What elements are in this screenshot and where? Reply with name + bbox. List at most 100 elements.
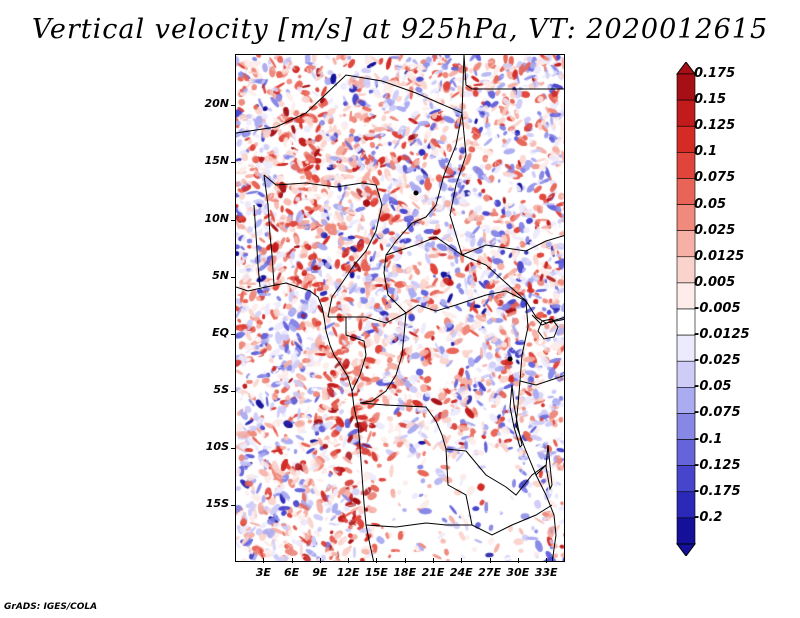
border-uganda-kenya (531, 314, 564, 326)
lat-tick-label: 15S (205, 496, 229, 510)
lon-tick-mark (461, 558, 463, 563)
coastline (236, 282, 375, 561)
border-niger-nigeria (263, 174, 377, 188)
border-chad-sudan (449, 112, 467, 256)
colorbar-label: 0.005 (694, 274, 736, 290)
lat-tick-mark (231, 333, 236, 335)
colorbar-label: 0.075 (694, 170, 736, 186)
lat-tick-label: 15N (204, 154, 229, 168)
border-togo (253, 204, 261, 288)
colorbar-swatch (676, 99, 696, 127)
colorbar-swatch (676, 387, 696, 414)
colorbar-label: -0.0125 (694, 327, 750, 343)
border-tanzania (519, 375, 564, 386)
colorbar-swatch (676, 125, 696, 153)
lon-tick-label: 6E (283, 566, 300, 579)
colorbar-bottom-arrow (676, 543, 696, 556)
colorbar-swatch (676, 230, 696, 258)
colorbar-label: 0.175 (694, 66, 736, 81)
colorbar-label: 0.025 (694, 222, 736, 238)
border-mozambique (551, 534, 557, 561)
colorbar-swatch (676, 360, 696, 388)
colorbar-label: -0.05 (694, 379, 732, 395)
border-cameroon-chad (383, 216, 427, 314)
country-borders (236, 55, 564, 561)
lon-tick-mark (376, 558, 378, 563)
border-drc-angola (359, 402, 467, 452)
border-car-south (417, 290, 527, 312)
border-angola-zambia (445, 448, 473, 526)
colorbar-label: 0.125 (694, 118, 736, 134)
lon-tick-label: 3E (255, 566, 271, 579)
colorbar-swatch (676, 73, 696, 101)
colorbar-swatch (676, 465, 696, 493)
lake-malawi (545, 444, 553, 491)
colorbar-swatch (676, 204, 696, 231)
border-angola-namibia (365, 522, 472, 528)
colorbar-label: 0.15 (694, 92, 727, 108)
colorbar-swatch (676, 308, 696, 336)
lon-tick-mark (319, 558, 321, 563)
lon-tick-mark (489, 558, 491, 563)
lat-tick-mark (231, 504, 236, 506)
lon-tick-label: 15E (365, 566, 388, 579)
lat-tick-label: 20N (204, 97, 229, 111)
border-ss-drc (525, 300, 564, 324)
colorbar-label: -0.125 (694, 457, 741, 473)
lat-tick-mark (231, 276, 236, 278)
lake-kivu (507, 356, 513, 362)
lon-tick-mark (517, 558, 519, 563)
lon-tick-label: 24E (449, 566, 473, 579)
colorbar-label: 0.05 (694, 196, 727, 212)
lon-tick-mark (263, 558, 265, 563)
border-nigeria-cameroon (327, 184, 383, 318)
lat-tick-label: EQ (212, 325, 229, 339)
lat-tick-mark (231, 162, 236, 164)
colorbar-swatch (676, 517, 696, 545)
colorbar-swatch (676, 282, 696, 310)
lon-tick-label: 30E (506, 566, 530, 579)
colorbar-label: -0.2 (694, 509, 723, 525)
colorbar-swatch (676, 413, 696, 440)
lon-tick-mark (546, 558, 548, 563)
border-cameroon-gabon (328, 312, 407, 324)
lat-tick-label: 10S (205, 439, 229, 453)
lon-tick-label: 18E (393, 566, 417, 579)
colorbar-label: -0.075 (694, 405, 741, 421)
colorbar (676, 62, 696, 556)
colorbar-label: 0.1 (694, 144, 718, 160)
border-drc-zambia (465, 450, 547, 496)
colorbar-swatch (676, 256, 696, 284)
colorbar-swatch (676, 491, 696, 519)
border-gabon-congo (345, 317, 367, 392)
lon-tick-mark (291, 558, 293, 563)
colorbar-label: -0.005 (694, 301, 741, 316)
colorbar-label: -0.025 (694, 353, 741, 369)
lat-tick-label: 10N (204, 211, 229, 225)
lon-tick-mark (404, 558, 406, 563)
colorbar-swatch (676, 439, 696, 466)
vertical-velocity-field (236, 55, 564, 561)
border-niger-chad (425, 112, 463, 218)
lat-tick-mark (231, 447, 236, 449)
lon-tick-label: 9E (312, 566, 328, 579)
lon-tick-label: 21E (421, 566, 445, 579)
lat-tick-mark (231, 219, 236, 221)
lon-tick-label: 12E (336, 566, 360, 579)
map-panel (235, 54, 565, 562)
lat-tick-mark (231, 105, 236, 107)
lake-victoria (537, 318, 559, 340)
lake-tanganyika (509, 384, 523, 448)
grads-credit: GrADS: IGES/COLA (4, 602, 98, 612)
colorbar-label: 0.0125 (694, 248, 745, 264)
lon-tick-mark (433, 558, 434, 563)
border-libya-niger (381, 55, 465, 114)
border-zambia-zim (471, 504, 553, 536)
lat-tick-label: 5S (213, 382, 229, 396)
lon-tick-label: 33E (534, 566, 558, 579)
border-malawi (535, 474, 557, 536)
border-sudan-ss (461, 235, 564, 256)
colorbar-swatch (676, 334, 696, 362)
colorbar-label: -0.175 (694, 483, 741, 499)
chart-title: Vertical velocity [m/s] at 925hPa, VT: 2… (31, 14, 769, 45)
